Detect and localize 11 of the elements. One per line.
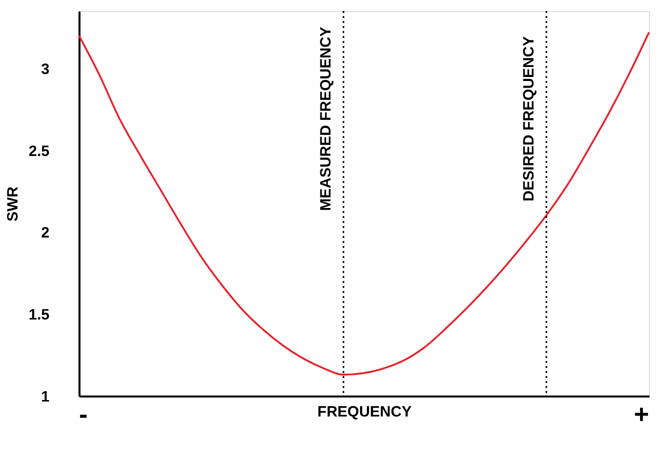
y-tick-label: 1 <box>41 388 50 406</box>
annotation: MEASURED FREQUENCY <box>317 26 334 211</box>
y-tick-label: 1.5 <box>28 306 50 324</box>
text: - <box>79 399 88 429</box>
text: + <box>634 399 649 429</box>
x-axis-title: FREQUENCY <box>317 404 412 420</box>
y-tick-label: 2.5 <box>28 142 50 160</box>
y-axis-title: SWR <box>4 186 22 222</box>
annotation: DESIRED FREQUENCY <box>520 36 538 202</box>
y-tick-label: 2 <box>41 224 50 242</box>
y-tick-label: 3 <box>41 60 50 78</box>
